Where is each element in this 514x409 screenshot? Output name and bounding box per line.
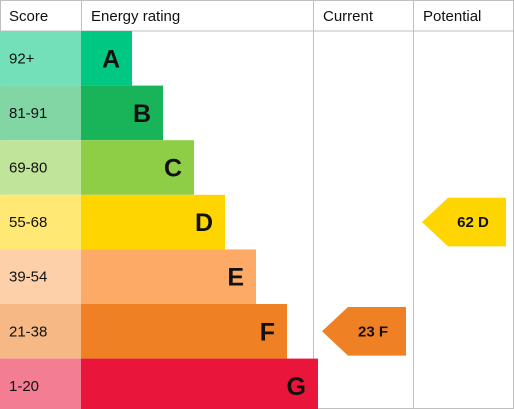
score-cell-b — [0, 85, 81, 141]
rating-bar-c — [81, 140, 194, 195]
score-range-c: 69-80 — [9, 160, 47, 177]
header-score: Score — [9, 8, 48, 25]
score-cell-f — [0, 304, 81, 359]
rating-bar-g — [81, 358, 318, 409]
rating-letter-e: E — [227, 264, 244, 292]
rating-bar-e — [81, 249, 256, 304]
rating-letter-c: C — [164, 155, 182, 183]
score-range-a: 92+ — [9, 50, 35, 67]
rating-letter-d: D — [195, 209, 213, 237]
score-range-b: 81-91 — [9, 105, 47, 122]
rating-bar-f — [81, 304, 287, 359]
rating-bar-d — [81, 194, 225, 250]
current-rating-label: 23 F — [358, 323, 388, 340]
potential-rating-label: 62 D — [457, 214, 489, 231]
rating-letter-a: A — [102, 45, 120, 73]
score-range-f: 21-38 — [9, 323, 47, 340]
score-cell-c — [0, 140, 81, 195]
rating-bar-b — [81, 85, 163, 141]
rating-bar-a — [81, 31, 132, 86]
potential-rating-arrow — [422, 197, 506, 247]
score-cell-e — [0, 249, 81, 304]
header-potential: Potential — [423, 8, 481, 25]
score-range-d: 55-68 — [9, 214, 47, 231]
score-cell-a — [0, 31, 81, 86]
current-rating-arrow — [322, 307, 406, 356]
score-cell-g — [0, 358, 81, 409]
header-current: Current — [323, 8, 374, 25]
column-headers: Score Energy rating Current Potential — [9, 8, 481, 25]
rating-bands: 92+ A 81-91 B 69-80 C 55-68 D 39-54 E 21-38 F 1-20 G — [0, 31, 318, 409]
rating-letter-b: B — [133, 100, 151, 128]
score-cell-d — [0, 194, 81, 250]
rating-indicators: 23 F 62 D — [322, 197, 506, 356]
score-range-g: 1-20 — [9, 378, 39, 395]
rating-letter-g: G — [287, 373, 306, 401]
rating-letter-f: F — [260, 318, 275, 346]
score-range-e: 39-54 — [9, 269, 47, 286]
header-energy-rating: Energy rating — [91, 8, 180, 25]
